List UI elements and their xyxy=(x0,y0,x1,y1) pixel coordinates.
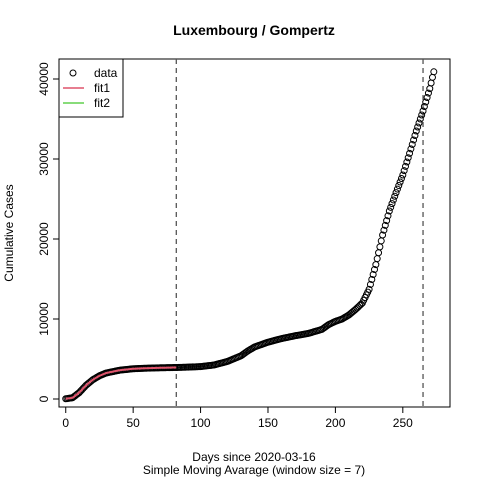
data-point xyxy=(403,158,411,166)
y-tick-label-2: 20000 xyxy=(37,222,51,256)
chart-title: Luxembourg / Gompertz xyxy=(173,22,335,38)
data-point xyxy=(391,192,399,200)
data-point xyxy=(376,243,384,251)
data-point xyxy=(389,196,397,204)
data-point xyxy=(411,131,419,139)
legend-symbol-data xyxy=(69,69,77,77)
legend-label-fit1: fit1 xyxy=(94,81,110,95)
data-point xyxy=(366,280,374,288)
data-point xyxy=(397,175,405,183)
data-point xyxy=(379,231,387,239)
y-tick-label-0: 0 xyxy=(37,395,51,402)
data-point xyxy=(420,103,428,111)
data-point xyxy=(387,203,395,211)
data-point xyxy=(369,271,377,279)
data-point xyxy=(416,115,424,123)
data-point xyxy=(399,171,407,179)
data-point xyxy=(404,154,412,162)
x-tick-label-5: 250 xyxy=(393,416,413,430)
data-point xyxy=(370,266,378,274)
legend: data fit1 fit2 xyxy=(58,58,124,118)
data-point xyxy=(402,162,410,170)
data-point xyxy=(368,275,376,283)
x-tick-label-1: 50 xyxy=(126,416,140,430)
legend-label-fit2: fit2 xyxy=(94,96,110,110)
data-point xyxy=(365,285,373,293)
x-tick-label-0: 0 xyxy=(62,416,69,430)
data-point xyxy=(412,127,420,135)
data-point xyxy=(373,255,381,263)
data-point xyxy=(428,73,436,81)
x-axis-label: Days since 2020-03-16 xyxy=(192,450,316,464)
y-tick-label-4: 40000 xyxy=(37,62,51,96)
data-point xyxy=(419,107,427,115)
data-point xyxy=(418,111,426,119)
data-point xyxy=(380,226,388,234)
data-point xyxy=(422,98,430,106)
fit1-line xyxy=(65,366,177,400)
x-tick-label-2: 100 xyxy=(191,416,211,430)
data-point xyxy=(385,207,393,215)
y-tick-label-3: 30000 xyxy=(37,142,51,176)
x-tick-label-4: 200 xyxy=(325,416,345,430)
data-point xyxy=(392,189,400,197)
data-point xyxy=(383,217,391,225)
data-point xyxy=(393,185,401,193)
data-point xyxy=(424,89,432,97)
data-point xyxy=(408,140,416,148)
y-axis-label: Cumulative Cases xyxy=(2,184,16,281)
data-point xyxy=(388,200,396,208)
x-tick-label-3: 150 xyxy=(258,416,278,430)
data-point xyxy=(410,136,418,144)
data-point xyxy=(407,145,415,153)
data-point xyxy=(427,79,435,87)
data-point xyxy=(395,182,403,190)
data-point xyxy=(415,119,423,127)
data-point xyxy=(406,149,414,157)
data-point xyxy=(384,212,392,220)
data-point xyxy=(400,167,408,175)
data-point xyxy=(423,94,431,102)
y-tick-label-1: 10000 xyxy=(37,302,51,336)
data-point xyxy=(375,249,383,257)
data-point xyxy=(381,221,389,229)
x-axis-sublabel: Simple Moving Avarage (window size = 7) xyxy=(143,463,365,477)
data-point xyxy=(414,123,422,131)
data-point xyxy=(377,237,385,245)
legend-label-data: data xyxy=(94,66,118,80)
data-point xyxy=(430,68,438,76)
data-point xyxy=(396,178,404,186)
